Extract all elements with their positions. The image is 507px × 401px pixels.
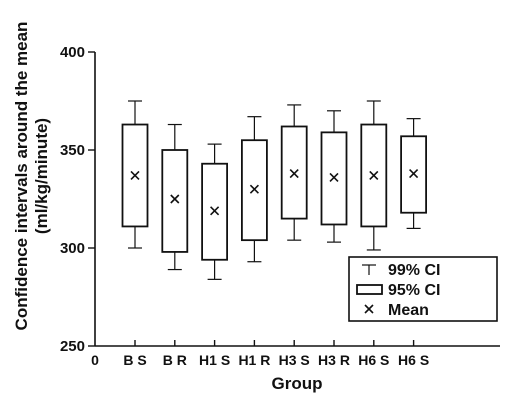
plot-marks — [121, 100, 428, 280]
y-tick-label: 350 — [60, 142, 85, 159]
y-ticks: 250 300 350 400 — [60, 44, 95, 355]
mean-marker — [249, 184, 259, 194]
y-tick-label: 400 — [60, 44, 85, 61]
group-marks — [320, 110, 348, 243]
ci95-box — [121, 123, 149, 228]
group-marks — [121, 100, 149, 249]
x-axis-title: Group — [272, 374, 323, 393]
mean-marker — [289, 168, 299, 179]
legend-ci99-label: 99% CI — [388, 262, 440, 279]
mean-marker — [170, 194, 180, 204]
group-marks — [400, 118, 428, 229]
legend-ci95-symbol — [356, 284, 383, 295]
group-marks — [280, 104, 308, 241]
ci95-box — [161, 149, 189, 253]
axes — [94, 52, 500, 347]
x-origin-label: 0 — [91, 352, 99, 368]
legend-mean-symbol — [364, 304, 374, 314]
y-tick-label: 300 — [60, 240, 85, 257]
mean-marker — [329, 172, 339, 183]
group-marks — [240, 116, 268, 263]
mean-marker — [130, 170, 140, 181]
x-tick-label: B S — [123, 352, 146, 368]
x-ticks: B S B R H1 S H1 R H3 S H3 R H6 S H6 S — [123, 340, 429, 368]
x-tick-label: H6 S — [398, 352, 429, 368]
x-tick-label: H1 S — [199, 352, 230, 368]
x-tick-label: H3 S — [279, 352, 310, 368]
legend-ci95-label: 95% CI — [388, 282, 440, 299]
x-tick-label: B R — [163, 352, 187, 368]
legend-mean-label: Mean — [388, 302, 429, 319]
mean-marker — [409, 168, 419, 179]
x-tick-label: H3 R — [318, 352, 350, 368]
y-tick-label: 250 — [60, 338, 85, 355]
legend: 99% CI 95% CI Mean — [348, 256, 498, 322]
y-axis-title-line2: (ml/kg/minute) — [32, 118, 51, 234]
group-marks — [201, 143, 229, 280]
y-axis-title-line1: Confidence intervals around the mean — [12, 22, 31, 331]
group-marks — [360, 100, 388, 251]
group-marks — [161, 123, 189, 271]
mean-marker — [210, 206, 220, 216]
x-tick-label: H1 R — [238, 352, 270, 368]
x-tick-label: H6 S — [358, 352, 389, 368]
mean-marker — [369, 170, 379, 181]
